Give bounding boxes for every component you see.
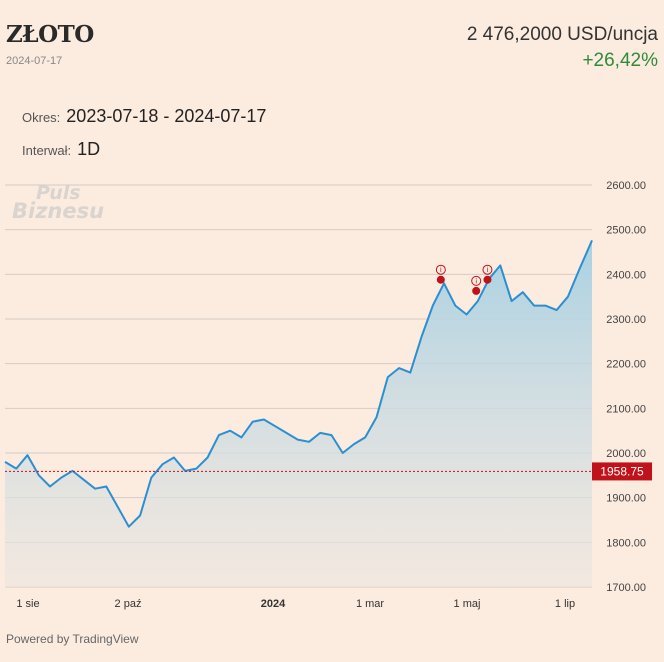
reference-value-badge	[592, 462, 652, 481]
event-dot[interactable]	[472, 286, 481, 295]
x-tick-label: 1 maj	[454, 598, 481, 610]
y-tick-label: 1900.00	[606, 493, 646, 505]
y-tick-label: 2100.00	[606, 403, 646, 415]
current-price: 2 476,2000 USD/uncja	[466, 24, 658, 45]
x-tick-label: 1 lip	[555, 598, 575, 610]
price-area	[5, 240, 592, 587]
y-tick-label: 1700.00	[606, 582, 646, 594]
y-tick-label: 2500.00	[606, 225, 646, 237]
reference-value-label: 1958.75	[600, 464, 644, 478]
interval-label: Interwał:	[22, 143, 72, 158]
event-dot[interactable]	[436, 275, 445, 284]
powered-by[interactable]: Powered by TradingView	[6, 632, 139, 646]
info-icon[interactable]	[471, 275, 482, 286]
info-glyph: i	[440, 266, 442, 274]
reference-line: 1958.75	[5, 462, 652, 481]
logo-line-2: Biznesu	[12, 199, 105, 223]
event-dot[interactable]	[483, 275, 492, 284]
instrument-title: ZŁOTO	[6, 21, 94, 48]
x-tick-label: 1 mar	[356, 598, 384, 610]
event-marker[interactable]: i	[482, 264, 493, 284]
x-tick-label: 2 paź	[115, 598, 142, 610]
info-icon[interactable]	[435, 264, 446, 275]
info-glyph: i	[486, 266, 488, 274]
logo-line-1: Puls	[36, 182, 81, 204]
period-label: Okres:	[22, 110, 61, 125]
event-marker[interactable]: i	[435, 264, 446, 284]
info-icon[interactable]	[482, 264, 493, 275]
y-tick-label: 2300.00	[606, 314, 646, 326]
interval-row: Interwał: 1D	[22, 139, 100, 160]
y-tick-label: 2000.00	[606, 448, 646, 460]
interval-value[interactable]: 1D	[77, 139, 101, 159]
period-value[interactable]: 2023-07-18 - 2024-07-17	[66, 106, 267, 126]
x-tick-label: 1 sie	[16, 598, 39, 610]
price-change: +26,42%	[582, 50, 658, 71]
x-tick-label: 2024	[261, 598, 286, 610]
y-tick-label: 1800.00	[606, 537, 646, 549]
y-tick-label: 2200.00	[606, 359, 646, 371]
info-glyph: i	[475, 277, 477, 285]
y-axis: 2600.00 2500.00 2400.00 2300.00 2200.00 2100.…	[606, 180, 646, 594]
y-tick-label: 2400.00	[606, 269, 646, 281]
price-line[interactable]	[4, 239, 593, 528]
quote-date: 2024-07-17	[6, 55, 63, 67]
y-tick-label: 2600.00	[606, 180, 646, 192]
period-row: Okres: 2023-07-18 - 2024-07-17	[22, 106, 266, 127]
event-marker[interactable]: i	[471, 275, 482, 295]
x-axis: 1 sie 2 paź 2024 1 mar 1 maj 1 lip	[16, 598, 575, 610]
puls-biznesu-logo: Puls Biznesu	[12, 182, 105, 223]
event-markers[interactable]: i i i	[435, 264, 493, 295]
